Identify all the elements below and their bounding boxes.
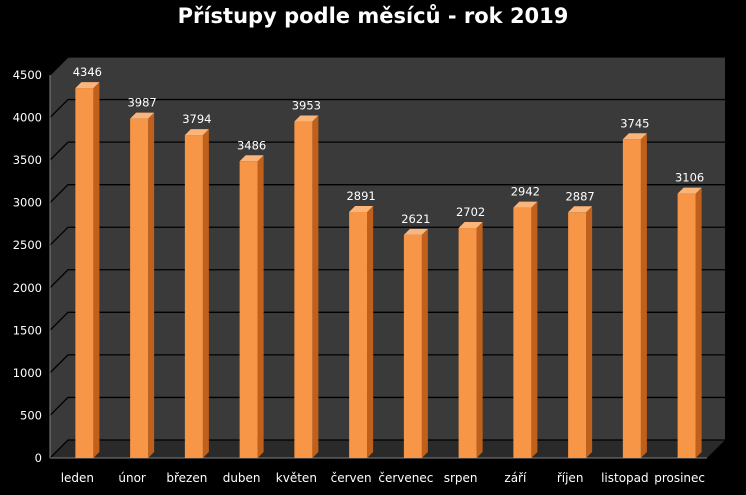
bar-top [184, 129, 209, 136]
data-label: 3953 [292, 99, 321, 113]
bar-side [421, 228, 428, 458]
y-tick-label: 0 [35, 451, 42, 465]
data-label: 2942 [511, 185, 540, 199]
bar-top [677, 187, 702, 194]
bar [239, 161, 258, 458]
bar-side [476, 222, 483, 458]
bar [677, 193, 696, 458]
x-tick-label: červenec [378, 471, 433, 485]
data-label: 2887 [565, 189, 594, 203]
x-tick-label: červen [331, 471, 372, 485]
bar-top [130, 112, 155, 119]
bar-side [257, 155, 264, 458]
bar-top [403, 228, 428, 235]
data-label: 2621 [401, 212, 430, 226]
gridline [49, 141, 725, 161]
plot-floor [50, 440, 725, 458]
data-label: 3987 [127, 96, 156, 110]
gridline [49, 311, 725, 331]
gridline [49, 226, 725, 246]
data-label: 2891 [346, 189, 375, 203]
gridline [49, 56, 725, 76]
x-tick-label: květen [276, 471, 317, 485]
bar-side [93, 82, 100, 458]
gridline [49, 354, 725, 374]
x-tick-label: duben [223, 471, 261, 485]
data-label: 3794 [182, 112, 211, 126]
x-tick-label: leden [61, 471, 94, 485]
x-tick-label: listopad [601, 471, 649, 485]
data-label: 2702 [456, 205, 485, 219]
bar-top [568, 206, 593, 213]
data-label: 4346 [73, 65, 102, 79]
y-tick-label: 3500 [13, 153, 42, 167]
bar [403, 234, 422, 458]
x-tick-label: říjen [557, 471, 584, 485]
gridline [49, 184, 725, 204]
y-tick-label: 2000 [13, 281, 42, 295]
y-tick-label: 1500 [13, 323, 42, 337]
bar-top [75, 82, 100, 89]
plot-wall [50, 57, 725, 458]
bar-top [622, 133, 647, 140]
x-tick-label: září [504, 471, 527, 485]
bar-top [513, 201, 538, 208]
bar [458, 228, 477, 458]
bar [349, 211, 368, 458]
bar-top [294, 115, 319, 122]
x-tick-label: březen [166, 471, 207, 485]
bar [568, 212, 587, 458]
data-label: 3106 [675, 171, 704, 185]
data-label: 3486 [237, 138, 266, 152]
gridline [49, 396, 725, 416]
y-tick-label: 500 [20, 408, 42, 422]
bar [184, 135, 203, 458]
y-tick-label: 4000 [13, 111, 42, 125]
y-tick-label: 3000 [13, 196, 42, 210]
chart-title: Přístupy podle měsíců - rok 2019 [177, 4, 569, 28]
x-tick-label: srpen [444, 471, 478, 485]
bar [294, 121, 313, 458]
bar-side [367, 205, 374, 458]
bar [622, 139, 641, 458]
y-tick-label: 2500 [13, 238, 42, 252]
bar-top [349, 205, 374, 212]
gridline [49, 269, 725, 289]
bar-side [531, 201, 538, 459]
bar [513, 207, 532, 458]
bar-side [695, 187, 702, 458]
y-tick-label: 4500 [13, 68, 42, 82]
bar-side [586, 206, 593, 458]
bar-side [640, 133, 647, 458]
gridline [49, 98, 725, 119]
gridline [49, 439, 725, 459]
bar-side [202, 129, 209, 458]
x-tick-label: prosinec [654, 471, 705, 485]
x-tick-label: únor [118, 471, 146, 485]
bar-top [458, 222, 483, 229]
bar [75, 88, 94, 458]
y-tick-label: 1000 [13, 366, 42, 380]
bar-side [148, 112, 155, 459]
data-label: 3745 [620, 116, 649, 130]
bar [130, 118, 149, 459]
bar-top [239, 155, 264, 162]
bar-side [312, 115, 319, 458]
